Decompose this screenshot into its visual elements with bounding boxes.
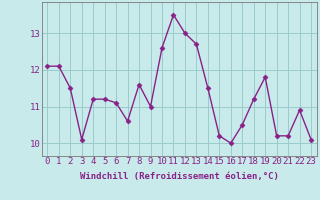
X-axis label: Windchill (Refroidissement éolien,°C): Windchill (Refroidissement éolien,°C) — [80, 172, 279, 181]
